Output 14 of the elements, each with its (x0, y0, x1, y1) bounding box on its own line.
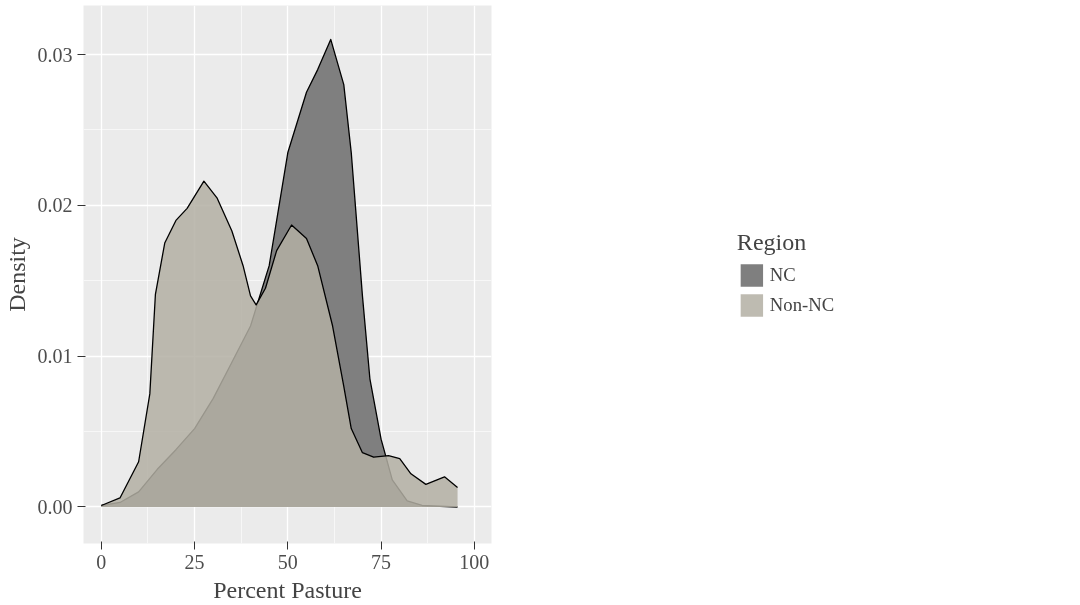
y-axis-title: Density (3, 237, 30, 312)
x-tick-label: 100 (459, 550, 490, 573)
legend-title: Region (736, 229, 808, 256)
x-tick-label: 50 (277, 550, 298, 573)
y-tick-label: 0.00 (37, 496, 73, 518)
y-tick-label: 0.03 (37, 43, 73, 66)
y-tick-label: 0.02 (37, 194, 73, 217)
legend-label: Non-NC (769, 294, 835, 316)
x-tick-label: 25 (184, 550, 205, 573)
legend-label: NC (769, 264, 796, 286)
y-tick-label: 0.01 (37, 345, 73, 368)
x-tick-label: 0 (96, 550, 107, 573)
x-axis-title: Percent Pasture (213, 576, 362, 603)
x-tick-label: 75 (371, 550, 392, 573)
